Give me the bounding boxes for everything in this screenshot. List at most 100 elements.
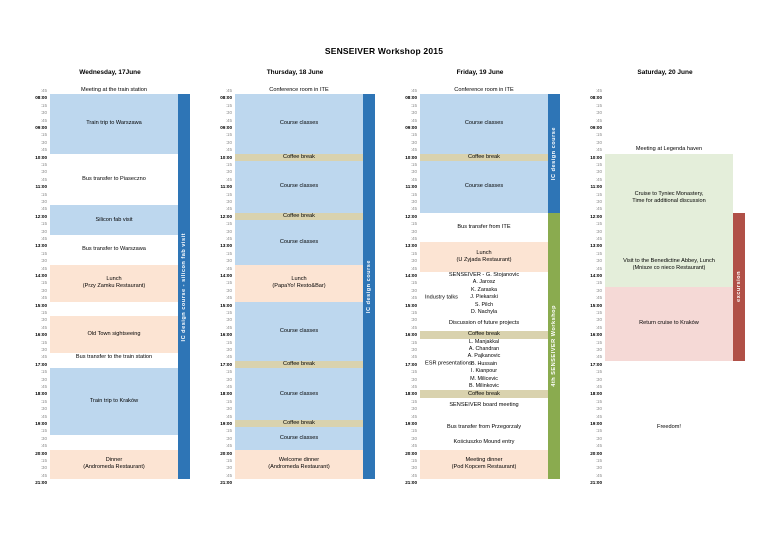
time-label: :45 xyxy=(40,354,47,360)
time-label: :30 xyxy=(40,139,47,145)
speaker-name: B. Hussain xyxy=(470,360,498,367)
time-label: :15 xyxy=(40,398,47,404)
event-coffee-break: Coffee break xyxy=(420,390,548,398)
time-label: 12:00 xyxy=(405,213,417,219)
event-bus-transfer-from-przegorzaly: Bus transfer from Przegorzaly xyxy=(420,420,548,435)
speaker-name: J. Piekarski xyxy=(470,294,498,301)
time-label: :30 xyxy=(225,199,232,204)
time-label: :45 xyxy=(225,413,232,419)
time-label: :15 xyxy=(40,428,47,434)
event-lunch: Lunch (U Zyjada Restaurant) xyxy=(420,242,548,272)
time-label: :15 xyxy=(595,428,602,434)
time-label: :45 xyxy=(40,324,47,330)
time-label: :30 xyxy=(225,258,232,264)
track-bar-column: IC design course xyxy=(363,87,375,487)
time-label: 09:00 xyxy=(590,125,602,130)
time-label: 19:00 xyxy=(220,421,232,426)
event-label-line: Kościuszko Mound entry xyxy=(453,438,515,445)
event-esr-presentations: ESR presentations L. Manjakkal A. Chandran… xyxy=(420,339,548,391)
time-label: 12:00 xyxy=(35,213,47,219)
time-label: 15:00 xyxy=(220,302,232,308)
time-label: :30 xyxy=(410,435,417,441)
event-label-line: Lunch xyxy=(476,250,492,257)
time-label: :15 xyxy=(595,221,602,227)
day-header: Friday, 19 June xyxy=(456,69,504,76)
event-dinner: Dinner (Andromeda Restaurant) xyxy=(50,449,178,480)
event-label-line: Welcome dinner xyxy=(278,457,320,464)
track-bar-excursion: excursion xyxy=(733,212,745,361)
time-label: :30 xyxy=(40,287,47,293)
track-bar-ic-design-course: IC design course xyxy=(548,94,560,213)
time-label: :15 xyxy=(40,369,47,375)
time-label: :15 xyxy=(225,310,232,315)
time-label: 19:00 xyxy=(405,421,417,426)
time-label: :15 xyxy=(595,191,602,197)
event-senseiver-g-stojanovic: SENSEIVER - G. Stojanovic xyxy=(420,272,548,279)
time-label: 18:00 xyxy=(35,391,47,397)
time-label: :45 xyxy=(410,176,417,182)
time-label: 16:00 xyxy=(220,332,232,338)
time-label: 11:00 xyxy=(405,184,418,190)
event-freedom: Freedom! xyxy=(605,420,733,435)
event-label-line: Dinner xyxy=(105,457,123,464)
time-label: :30 xyxy=(410,376,417,382)
time-label: :15 xyxy=(40,162,47,167)
time-label: :30 xyxy=(40,317,47,323)
time-label: 09:00 xyxy=(220,125,232,130)
event-label-line: Coffee break xyxy=(468,153,500,160)
event-course-classes: Course classes xyxy=(235,427,363,450)
time-label: :45 xyxy=(40,117,47,123)
speaker-list: L. Manjakkal A. Chandran A. Pajkanovic B. H… xyxy=(420,339,548,391)
time-label: :15 xyxy=(410,250,417,256)
event-course-classes: Course classes xyxy=(235,368,363,420)
time-label: :45 xyxy=(40,236,47,241)
event-label-line: Silicon fab visit xyxy=(95,216,133,223)
time-label: :45 xyxy=(40,265,47,271)
time-label: :15 xyxy=(410,428,417,434)
time-label: :30 xyxy=(595,110,602,116)
time-label: 20:00 xyxy=(35,450,47,456)
time-label: :15 xyxy=(410,339,417,345)
event-label-line: Coffee break xyxy=(283,420,315,427)
time-label: :15 xyxy=(595,102,602,108)
time-label: :30 xyxy=(410,317,417,323)
time-label: 10:00 xyxy=(590,154,602,160)
event-label-line: Meeting at Legenda haven xyxy=(635,146,703,153)
time-label: :45 xyxy=(595,206,602,212)
time-label: 13:00 xyxy=(590,243,602,249)
time-label: :30 xyxy=(410,347,417,352)
time-label: 14:00 xyxy=(405,273,417,278)
time-label: 18:00 xyxy=(405,391,417,397)
event-train-trip-to-krak-w: Train trip to Kraków xyxy=(50,368,178,435)
time-label: :30 xyxy=(40,376,47,382)
event-meeting-dinner: Meeting dinner (Pod Kopcem Restaurant) xyxy=(420,449,548,480)
time-label: :45 xyxy=(410,117,417,123)
track-bar-ic-design-course-silicon-fab-visit: IC design course - silicon fab visit xyxy=(178,94,190,480)
event-label: ESR presentations xyxy=(425,360,472,367)
event-lunch: Lunch (Przy Zamku Restaurant) xyxy=(50,264,178,302)
speaker-name: A. Chandran xyxy=(468,345,500,352)
time-gutter: :45 08:00:15:30:45 09:00:15:30:45 10:00:15:… xyxy=(585,87,605,487)
event-course-classes: Course classes xyxy=(235,301,363,361)
time-label: :30 xyxy=(40,347,47,352)
time-label: :45 xyxy=(595,117,602,123)
time-label: :15 xyxy=(40,280,47,286)
time-label: :45 xyxy=(225,472,232,478)
time-label: :15 xyxy=(225,428,232,434)
event-coffee-break: Coffee break xyxy=(420,331,548,339)
event-label-line: Conference room in ITE xyxy=(454,87,514,94)
time-label: :45 xyxy=(595,147,602,153)
time-label: :45 xyxy=(225,324,232,330)
events-area: Conference room in ITE Course classes Coff… xyxy=(235,87,363,487)
event-label-line: Train trip to Kraków xyxy=(89,397,139,404)
event-course-classes: Course classes xyxy=(235,220,363,265)
time-label: 20:00 xyxy=(590,450,602,456)
time-label: :45 xyxy=(225,117,232,123)
event-label-line: Return cruise to Kraków xyxy=(639,320,699,327)
time-label: :45 xyxy=(225,295,232,301)
time-label: 11:00 xyxy=(590,184,603,190)
event-conference-room-in-ite: Conference room in ITE xyxy=(420,87,548,94)
time-label: :45 xyxy=(410,384,417,389)
day-column-wednesday: Wednesday, 17June :45 08:00:15:30:45 09:00… xyxy=(30,66,190,487)
